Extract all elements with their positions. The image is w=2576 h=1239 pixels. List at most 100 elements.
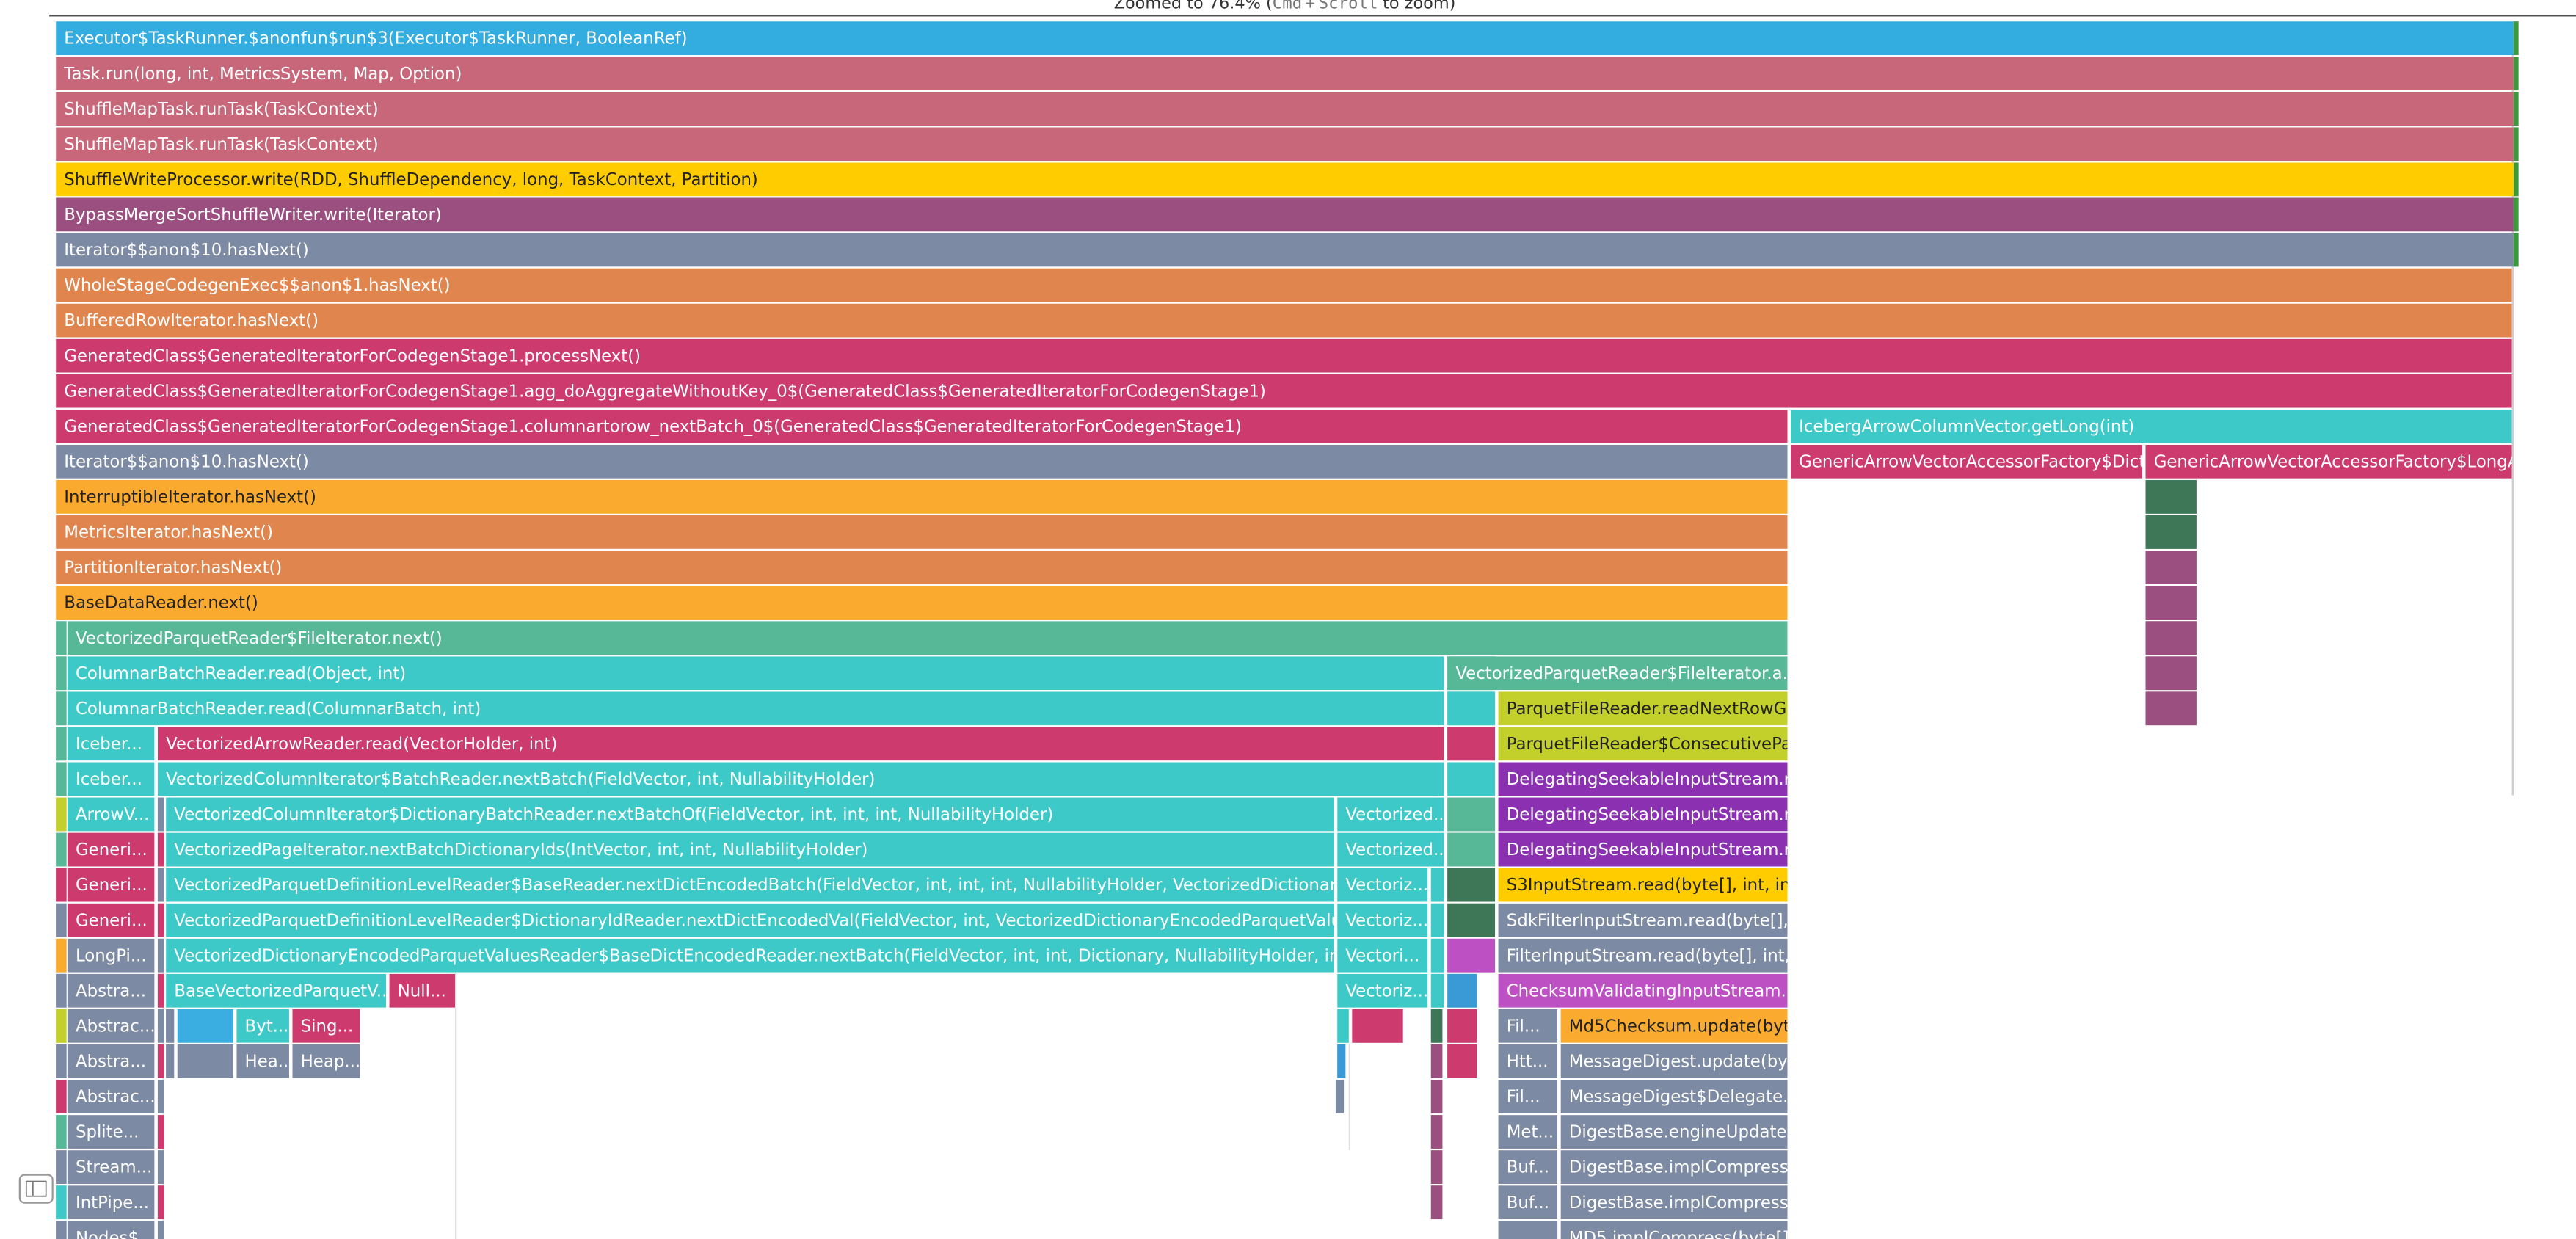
frame[interactable]: Abstrac... xyxy=(67,1080,156,1113)
frame-block xyxy=(157,832,164,867)
frame[interactable]: Fil... xyxy=(1498,1080,1558,1113)
frame[interactable]: DelegatingSeekableInputStream.r... xyxy=(1498,797,1805,832)
frame-block xyxy=(56,1009,67,1043)
frame-label: Abstrac... xyxy=(76,1088,156,1107)
frame[interactable]: VectorizedParquetReader$FileIterator.nex… xyxy=(67,621,1788,655)
frame[interactable]: MetricsIterator.hasNext() xyxy=(56,515,1788,549)
frame[interactable]: Htt... xyxy=(1498,1044,1558,1078)
frame[interactable]: ColumnarBatchReader.read(ColumnarBatch, … xyxy=(67,691,1444,726)
frame[interactable]: DelegatingSeekableInputStream.rea... xyxy=(1498,832,1827,867)
frame[interactable]: VectorizedParquetDefinitionLevelReader$D… xyxy=(166,903,1451,937)
frame[interactable]: Abstra... xyxy=(67,973,155,1008)
frame[interactable]: ColumnarBatchReader.read(Object, int) xyxy=(67,656,1444,691)
frame[interactable]: Executor$TaskRunner.$anonfun$run$3(Execu… xyxy=(56,21,2514,56)
frame[interactable]: Generi... xyxy=(67,868,155,902)
frame[interactable]: BufferedRowIterator.hasNext() xyxy=(56,303,2512,338)
frame[interactable]: GeneratedClass$GeneratedIteratorForCodeg… xyxy=(56,409,1788,443)
frame-block xyxy=(2513,197,2519,232)
frame-label: BaseVectorizedParquetV... xyxy=(174,981,392,1000)
frame[interactable]: Stream... xyxy=(67,1150,155,1185)
frame[interactable]: MessageDigest.update(byte... xyxy=(1560,1044,1821,1078)
frame[interactable]: IntPipe... xyxy=(67,1185,155,1220)
frame[interactable]: Task.run(long, int, MetricsSystem, Map, … xyxy=(56,57,2514,91)
frame[interactable]: Fil... xyxy=(1498,1009,1558,1043)
frame[interactable]: Md5Checksum.update(byte[... xyxy=(1560,1009,1823,1043)
frame[interactable]: ArrowV... xyxy=(67,797,155,832)
frame[interactable]: Buf... xyxy=(1498,1185,1558,1220)
frame[interactable]: Iceber... xyxy=(67,762,155,796)
frame-block xyxy=(157,973,164,1008)
frame[interactable]: GenericArrowVectorAccessorFactory$LongAc… xyxy=(2145,444,2544,479)
frame[interactable]: BaseVectorizedParquetV... xyxy=(166,973,393,1008)
frame[interactable]: SdkFilterInputStream.read(byte[], i... xyxy=(1498,903,1815,937)
frame-rect xyxy=(56,21,2514,56)
frame[interactable]: Abstra... xyxy=(67,1044,155,1078)
frame-block xyxy=(157,1009,164,1043)
frame[interactable]: GeneratedClass$GeneratedIteratorForCodeg… xyxy=(56,338,2512,373)
frame[interactable]: MessageDigest$Delegate.e... xyxy=(1560,1080,1815,1113)
frame[interactable]: IcebergArrowColumnVector.getLong(int) xyxy=(1790,409,2512,443)
frame[interactable]: MD5.implCompress(byte[]... xyxy=(1560,1221,1805,1239)
frame[interactable]: BypassMergeSortShuffleWriter.write(Itera… xyxy=(56,197,2514,232)
frame[interactable]: Heap... xyxy=(292,1044,360,1078)
frame[interactable]: VectorizedParquetReader$FileIterator.a..… xyxy=(1447,656,1798,691)
frame[interactable]: Vectori... xyxy=(1337,938,1428,973)
frame[interactable]: Iterator$$anon$10.hasNext() xyxy=(56,444,1788,479)
frame-rect xyxy=(157,762,1444,796)
frame[interactable]: VectorizedPageIterator.nextBatchDictiona… xyxy=(166,832,1334,867)
frame[interactable]: Iceber... xyxy=(67,727,155,761)
frame-rect xyxy=(1790,444,2143,479)
frame[interactable]: DigestBase.implCompressMu... xyxy=(1560,1150,1830,1185)
frame[interactable]: InterruptibleIterator.hasNext() xyxy=(56,479,1788,514)
frame[interactable]: FilterInputStream.read(byte[], int,... xyxy=(1498,938,1806,973)
frame[interactable]: DelegatingSeekableInputStream.r... xyxy=(1498,762,1805,796)
frame[interactable]: BaseDataReader.next() xyxy=(56,586,1788,620)
frame[interactable]: Vectorized... xyxy=(1337,832,1449,867)
frame[interactable]: Nodes$... xyxy=(67,1221,155,1239)
frame[interactable]: VectorizedColumnIterator$BatchReader.nex… xyxy=(157,762,1444,796)
frame[interactable]: Generi... xyxy=(67,832,155,867)
frame[interactable]: ShuffleMapTask.runTask(TaskContext) xyxy=(56,127,2514,161)
frame[interactable]: VectorizedArrowReader.read(VectorHolder,… xyxy=(157,727,1444,761)
frame[interactable]: VectorizedParquetDefinitionLevelReader$B… xyxy=(166,868,1442,902)
frame[interactable]: GenericArrowVectorAccessorFactory$Dicti.… xyxy=(1790,444,2166,479)
frame[interactable]: ChecksumValidatingInputStream.re... xyxy=(1498,973,1819,1008)
frame[interactable]: Buf... xyxy=(1498,1150,1558,1185)
frame[interactable]: Generi... xyxy=(67,903,155,937)
sidebar-toggle[interactable] xyxy=(18,1174,54,1204)
frame[interactable]: Vectoriz... xyxy=(1337,903,1428,937)
frame[interactable]: Vectoriz... xyxy=(1337,868,1428,902)
frame[interactable]: PartitionIterator.hasNext() xyxy=(56,551,1788,584)
frame[interactable]: Sing... xyxy=(292,1009,360,1043)
frame[interactable]: VectorizedDictionaryEncodedParquetValues… xyxy=(166,938,1353,973)
frame-rect xyxy=(1560,1044,1788,1078)
toggle-box[interactable] xyxy=(18,1174,54,1204)
frame[interactable]: WholeStageCodegenExec$$anon$1.hasNext() xyxy=(56,268,2512,302)
frame-rect xyxy=(67,868,155,902)
frame[interactable]: ShuffleMapTask.runTask(TaskContext) xyxy=(56,92,2514,126)
frame[interactable]: Splite... xyxy=(67,1115,155,1149)
frame[interactable]: LongPi... xyxy=(67,938,155,973)
frame[interactable]: Abstrac... xyxy=(67,1009,156,1043)
frame[interactable]: ParquetFileReader.readNextRowG... xyxy=(1498,691,1803,726)
frame[interactable]: ParquetFileReader$ConsecutivePa... xyxy=(1498,727,1808,761)
frame-block xyxy=(1430,938,1444,973)
frame[interactable]: Null... xyxy=(389,973,456,1008)
frame[interactable]: GeneratedClass$GeneratedIteratorForCodeg… xyxy=(56,374,2512,408)
frame[interactable]: Byt... xyxy=(236,1009,289,1043)
frame[interactable]: ShuffleWriteProcessor.write(RDD, Shuffle… xyxy=(56,162,2514,197)
frame[interactable]: DigestBase.engineUpdate(b... xyxy=(1560,1115,1820,1149)
frame[interactable]: Vectoriz... xyxy=(1337,973,1428,1008)
frame[interactable]: DigestBase.implCompressMu... xyxy=(1560,1185,1830,1220)
frame-rect xyxy=(1337,797,1444,832)
toggle-icon[interactable] xyxy=(25,1180,47,1197)
frame[interactable]: S3InputStream.read(byte[], int, int) xyxy=(1498,868,1804,902)
frame[interactable]: Vectorized... xyxy=(1337,797,1449,832)
frame[interactable]: Met... xyxy=(1498,1115,1558,1149)
frame-block xyxy=(1447,1009,1477,1043)
frame-block xyxy=(2513,127,2519,161)
frame-block xyxy=(1430,1150,1443,1185)
frame[interactable]: Iterator$$anon$10.hasNext() xyxy=(56,233,2514,267)
frame[interactable]: VectorizedColumnIterator$DictionaryBatch… xyxy=(166,797,1334,832)
frame[interactable]: Hea... xyxy=(236,1044,294,1078)
